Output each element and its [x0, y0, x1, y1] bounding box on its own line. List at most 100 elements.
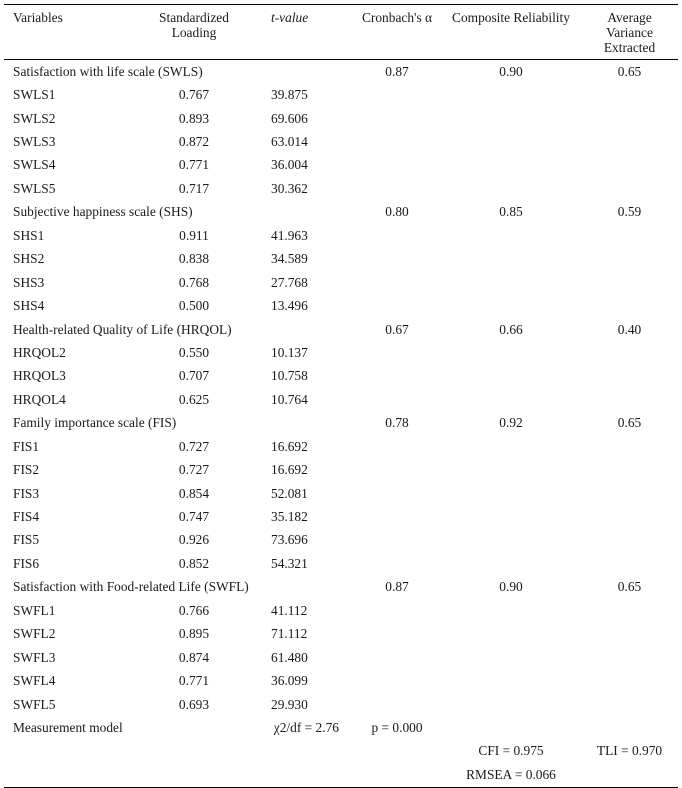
item-name: SWFL5 — [13, 696, 56, 712]
scale-average-variance-extracted: 0.65 — [617, 63, 642, 79]
item-t-value: 41.963 — [271, 227, 308, 243]
item-standardized-loading: 0.500 — [178, 298, 210, 314]
empty-cell — [441, 646, 581, 669]
item-standardized-loading: 0.717 — [178, 180, 210, 196]
empty-cell — [441, 177, 581, 200]
header-t-value: t-value — [241, 4, 353, 60]
empty-cell — [241, 763, 353, 788]
empty-cell — [441, 248, 581, 271]
empty-cell — [581, 341, 678, 364]
item-t-value: 30.362 — [271, 180, 308, 196]
empty-cell — [353, 552, 441, 575]
item-standardized-loading: 0.707 — [178, 368, 210, 384]
empty-cell — [353, 294, 441, 317]
scale-header-row: Satisfaction with Food-related Life (SWF… — [4, 576, 678, 599]
item-row: SWFL1 0.766 41.112 — [4, 599, 678, 622]
empty-cell — [441, 224, 581, 247]
item-row: HRQOL3 0.707 10.758 — [4, 365, 678, 388]
scale-cronbachs-alpha: 0.67 — [385, 321, 409, 337]
empty-cell — [4, 740, 147, 763]
fit-index-row: RMSEA = 0.066 — [4, 763, 678, 788]
scale-cronbachs-alpha: 0.87 — [385, 579, 409, 595]
chi-square-df: χ2/df = 2.76 — [273, 719, 339, 735]
cfi-value: CFI = 0.975 — [478, 743, 544, 759]
empty-cell — [353, 740, 441, 763]
empty-cell — [353, 458, 441, 481]
scale-composite-reliability: 0.92 — [499, 415, 523, 431]
item-standardized-loading: 0.838 — [178, 251, 210, 267]
empty-cell — [353, 623, 441, 646]
scale-composite-reliability: 0.66 — [499, 321, 523, 337]
item-row: SWFL5 0.693 29.930 — [4, 693, 678, 716]
measurement-model-label: Measurement model — [13, 719, 123, 735]
item-t-value: 61.480 — [271, 649, 308, 665]
empty-cell — [353, 177, 441, 200]
empty-cell — [353, 130, 441, 153]
empty-cell — [441, 482, 581, 505]
item-standardized-loading: 0.625 — [178, 391, 210, 407]
scale-average-variance-extracted: 0.59 — [617, 204, 642, 220]
item-t-value: 39.875 — [271, 87, 308, 103]
item-name: FIS3 — [13, 485, 40, 501]
empty-cell — [441, 529, 581, 552]
item-row: SWLS5 0.717 30.362 — [4, 177, 678, 200]
item-standardized-loading: 0.747 — [178, 509, 210, 525]
item-standardized-loading: 0.771 — [178, 673, 210, 689]
item-standardized-loading: 0.895 — [178, 626, 210, 642]
item-name: HRQOL4 — [13, 391, 66, 407]
item-name: SWLS1 — [13, 87, 56, 103]
measurement-model-row: Measurement model χ2/df = 2.76 p = 0.000 — [4, 716, 678, 739]
item-t-value: 71.112 — [271, 626, 308, 642]
empty-cell — [581, 505, 678, 528]
item-t-value: 54.321 — [271, 555, 308, 571]
item-t-value: 35.182 — [271, 509, 308, 525]
item-t-value: 29.930 — [271, 696, 308, 712]
empty-cell — [581, 693, 678, 716]
empty-cell — [581, 365, 678, 388]
scale-cronbachs-alpha: 0.78 — [385, 415, 409, 431]
empty-cell — [353, 341, 441, 364]
empty-cell — [353, 224, 441, 247]
header-standardized-loading: Standardized Loading — [147, 4, 241, 60]
scale-average-variance-extracted: 0.65 — [617, 415, 642, 431]
item-row: HRQOL4 0.625 10.764 — [4, 388, 678, 411]
empty-cell — [241, 740, 353, 763]
empty-cell — [581, 458, 678, 481]
empty-cell — [581, 248, 678, 271]
empty-cell — [581, 529, 678, 552]
empty-cell — [441, 599, 581, 622]
item-standardized-loading: 0.727 — [178, 438, 210, 454]
item-standardized-loading: 0.727 — [178, 462, 210, 478]
item-t-value: 36.004 — [271, 157, 308, 173]
item-t-value: 52.081 — [271, 485, 308, 501]
item-row: FIS6 0.852 54.321 — [4, 552, 678, 575]
empty-cell — [581, 669, 678, 692]
empty-cell — [353, 83, 441, 106]
cfa-results-table: Variables Standardized Loading t-value C… — [4, 4, 678, 788]
scale-composite-reliability: 0.90 — [499, 63, 523, 79]
empty-cell — [581, 716, 678, 739]
empty-cell — [581, 623, 678, 646]
item-row: SHS4 0.500 13.496 — [4, 294, 678, 317]
item-standardized-loading: 0.693 — [178, 696, 210, 712]
empty-cell — [4, 763, 147, 788]
item-name: SHS1 — [13, 227, 45, 243]
item-standardized-loading: 0.874 — [178, 649, 210, 665]
item-standardized-loading: 0.854 — [178, 485, 210, 501]
empty-cell — [441, 83, 581, 106]
empty-cell — [147, 740, 241, 763]
p-value: p = 0.000 — [371, 719, 423, 735]
item-row: FIS5 0.926 73.696 — [4, 529, 678, 552]
empty-cell — [581, 599, 678, 622]
item-standardized-loading: 0.766 — [178, 602, 210, 618]
empty-cell — [353, 107, 441, 130]
item-row: SWLS4 0.771 36.004 — [4, 154, 678, 177]
table-header-row: Variables Standardized Loading t-value C… — [4, 4, 678, 60]
empty-cell — [441, 388, 581, 411]
empty-cell — [353, 646, 441, 669]
item-t-value: 27.768 — [271, 274, 308, 290]
item-row: FIS1 0.727 16.692 — [4, 435, 678, 458]
empty-cell — [441, 154, 581, 177]
item-name: FIS6 — [13, 555, 40, 571]
empty-cell — [353, 505, 441, 528]
